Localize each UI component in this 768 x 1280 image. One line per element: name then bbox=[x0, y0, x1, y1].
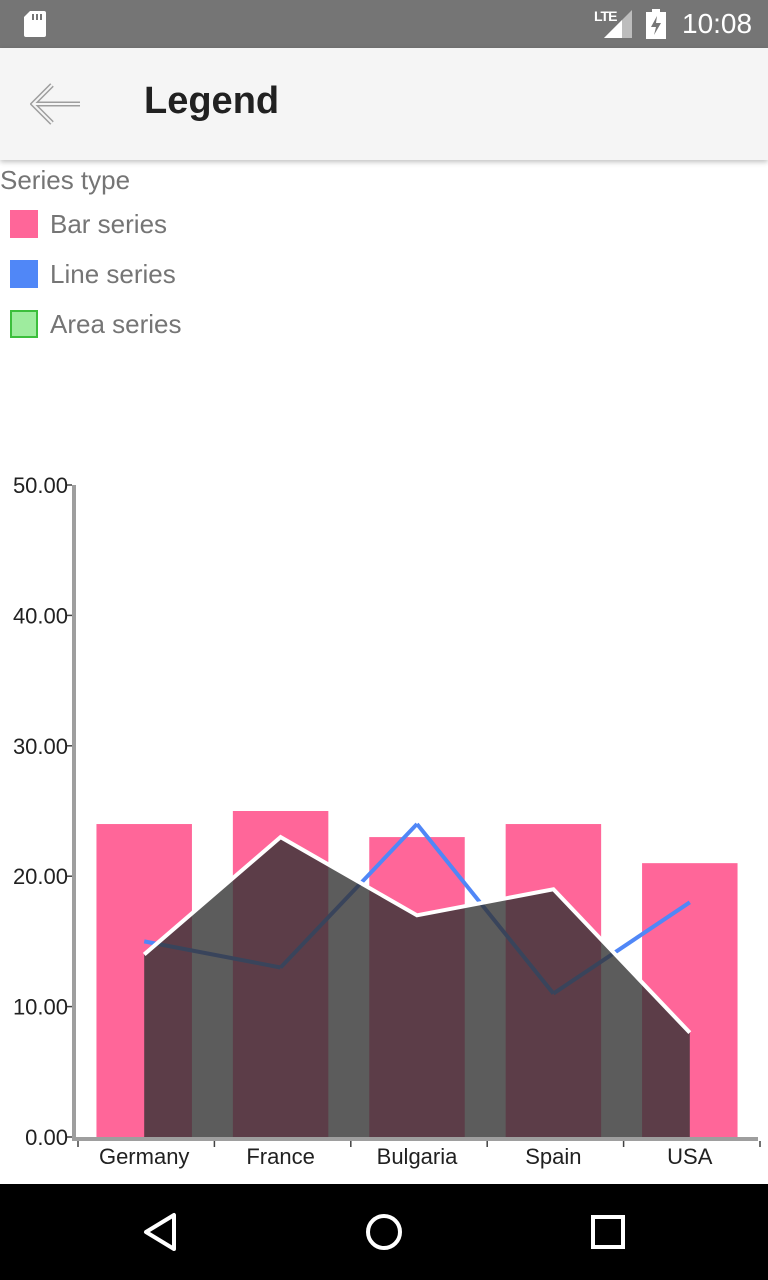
x-tick-label: France bbox=[246, 1144, 314, 1169]
line-series-swatch bbox=[10, 260, 38, 288]
signal-icon bbox=[604, 10, 632, 38]
y-tick-label: 10.00 bbox=[13, 995, 68, 1020]
nav-back-button[interactable] bbox=[136, 1208, 184, 1256]
page-title: Legend bbox=[144, 80, 280, 122]
legend-item-label: Area series bbox=[50, 308, 182, 339]
area-series-swatch bbox=[10, 310, 38, 338]
y-tick-label: 30.00 bbox=[13, 734, 68, 759]
area-fill bbox=[144, 837, 690, 1137]
x-tick-label: USA bbox=[667, 1144, 713, 1169]
chart: 0.00 10.00 20.00 30.00 40.00 50.00 Germany Fran… bbox=[13, 473, 761, 1169]
clock: 10:08 bbox=[682, 8, 753, 39]
nav-recents-button[interactable] bbox=[584, 1208, 632, 1256]
y-tick-label: 20.00 bbox=[13, 864, 68, 889]
status-bar: LTE 10:08 bbox=[0, 0, 768, 48]
y-tick-label: 40.00 bbox=[13, 603, 68, 628]
home-circle-icon bbox=[366, 1214, 402, 1250]
recents-square-icon bbox=[591, 1215, 625, 1249]
back-button[interactable] bbox=[16, 72, 96, 136]
x-tick-label: Germany bbox=[99, 1144, 189, 1169]
navigation-bar bbox=[0, 1184, 768, 1280]
y-tick-label: 0.00 bbox=[25, 1125, 68, 1150]
legend-item-line-series[interactable]: Line series bbox=[10, 258, 176, 290]
legend-item-label: Line series bbox=[50, 258, 176, 289]
legend-item-area-series[interactable]: Area series bbox=[10, 308, 182, 340]
network-type: LTE bbox=[594, 8, 617, 24]
x-tick-label: Spain bbox=[525, 1144, 581, 1169]
x-tick-label: Bulgaria bbox=[377, 1144, 458, 1169]
battery-charging-icon bbox=[646, 9, 666, 39]
area-outline bbox=[142, 834, 692, 1035]
legend-item-bar-series[interactable]: Bar series bbox=[10, 208, 167, 240]
legend-title: Series type bbox=[0, 165, 131, 195]
app-bar: Legend bbox=[0, 48, 768, 160]
back-triangle-icon bbox=[144, 1213, 176, 1251]
y-tick-label: 50.00 bbox=[13, 473, 68, 498]
bar-series-swatch bbox=[10, 210, 38, 238]
arrow-back-icon bbox=[30, 83, 80, 125]
nav-home-button[interactable] bbox=[360, 1208, 408, 1256]
sd-card-icon bbox=[24, 11, 46, 37]
legend-item-label: Bar series bbox=[50, 208, 168, 239]
